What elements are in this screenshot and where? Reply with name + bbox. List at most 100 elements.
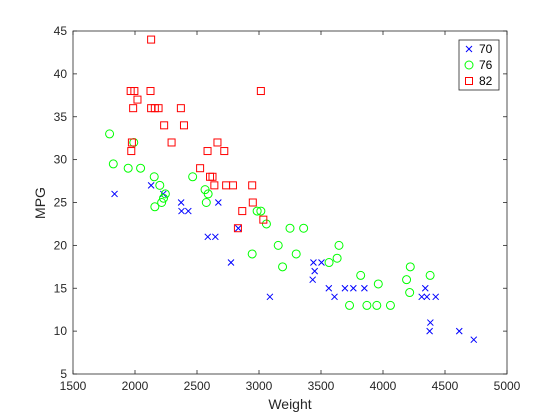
data-point-70 [331,293,338,301]
data-point-82 [203,147,212,156]
data-point-76 [385,300,395,310]
data-point-76 [425,270,435,280]
data-point-70 [266,293,274,301]
y-tick-label: 20 [54,238,68,252]
data-point-70 [184,207,192,215]
data-point-76 [405,262,415,272]
plot-background [73,31,507,374]
legend-marker-70 [465,45,473,53]
data-point-82 [129,104,138,113]
data-point-70 [432,293,440,301]
data-point-76 [108,159,118,169]
data-point-70 [177,199,185,206]
data-point-70 [318,259,325,266]
y-tick-label: 35 [54,110,68,124]
y-tick-label: 25 [54,196,68,210]
data-point-70 [227,259,235,266]
y-tick-label: 15 [54,281,68,295]
data-point-76 [157,198,167,207]
legend-marker-82 [465,77,473,85]
data-point-76 [291,249,301,259]
data-point-76 [285,223,295,233]
data-point-76 [373,279,383,289]
series-76 [105,129,435,310]
data-point-70 [111,190,118,198]
data-point-76 [405,288,415,298]
data-point-70 [418,293,426,301]
data-point-82 [208,172,217,181]
data-point-82 [154,104,163,113]
data-point-70 [310,259,317,266]
data-point-82 [220,147,229,156]
data-point-76 [372,300,382,310]
data-point-76 [362,300,372,310]
data-point-82 [259,215,268,224]
legend-label-70: 70 [479,42,493,56]
x-tick-label: 2000 [122,379,149,393]
x-axis-label: Weight [268,396,311,412]
series-70 [111,181,478,344]
data-point-82 [248,181,257,190]
x-tick-label: 1500 [60,379,87,393]
data-point-82 [213,138,222,147]
data-point-82 [146,87,155,96]
data-point-76 [278,262,288,272]
data-point-76 [155,180,165,190]
data-point-76 [203,189,213,199]
y-tick-label: 30 [54,153,68,167]
data-point-82 [160,121,169,130]
data-point-82 [228,181,237,190]
data-point-82 [167,138,176,147]
data-point-76 [160,189,170,199]
data-point-70 [341,284,349,292]
series-82 [126,35,268,233]
data-point-70 [427,319,434,326]
y-tick-label: 5 [60,367,67,381]
x-tick-label: 4500 [432,379,459,393]
data-point-82 [127,147,136,156]
data-point-82 [127,138,136,147]
data-point-82 [179,121,188,130]
y-tick-label: 45 [54,24,68,38]
data-point-70 [426,327,433,335]
data-point-76 [159,193,169,203]
data-point-82 [233,224,242,233]
data-point-76 [150,202,160,212]
data-point-82 [176,104,185,113]
data-point-70 [350,284,357,292]
data-point-70 [178,207,185,215]
x-tick-label: 2500 [184,379,211,393]
data-point-70 [423,293,431,301]
legend-markers [464,45,474,85]
y-axis-label: MPG [32,187,48,219]
data-point-76 [105,129,115,139]
data-point-76 [299,223,309,233]
legend-label-82: 82 [479,74,493,88]
data-point-70 [325,284,333,292]
data-point-76 [324,258,334,268]
data-point-82 [147,35,156,44]
data-point-76 [356,270,366,280]
x-tick-label: 4000 [370,379,397,393]
x-tick-label: 5000 [494,379,521,393]
data-point-70 [234,224,242,232]
data-point-70 [204,233,212,241]
x-tick-label: 3000 [246,379,273,393]
y-tick-label: 10 [54,324,68,338]
data-point-76 [345,300,355,310]
data-point-70 [311,267,319,275]
data-point-76 [252,206,262,216]
y-axis-ticks: 5 10 15 20 25 30 35 40 45 [54,24,507,381]
data-point-76 [273,240,283,250]
data-point-82 [196,164,205,173]
data-point-82 [238,207,247,216]
data-point-82 [130,87,139,96]
data-point-70 [421,284,429,292]
data-point-76 [188,172,198,182]
data-point-70 [147,181,155,189]
data-marks [105,35,478,344]
y-tick-label: 40 [54,67,68,81]
data-point-76 [149,172,159,182]
